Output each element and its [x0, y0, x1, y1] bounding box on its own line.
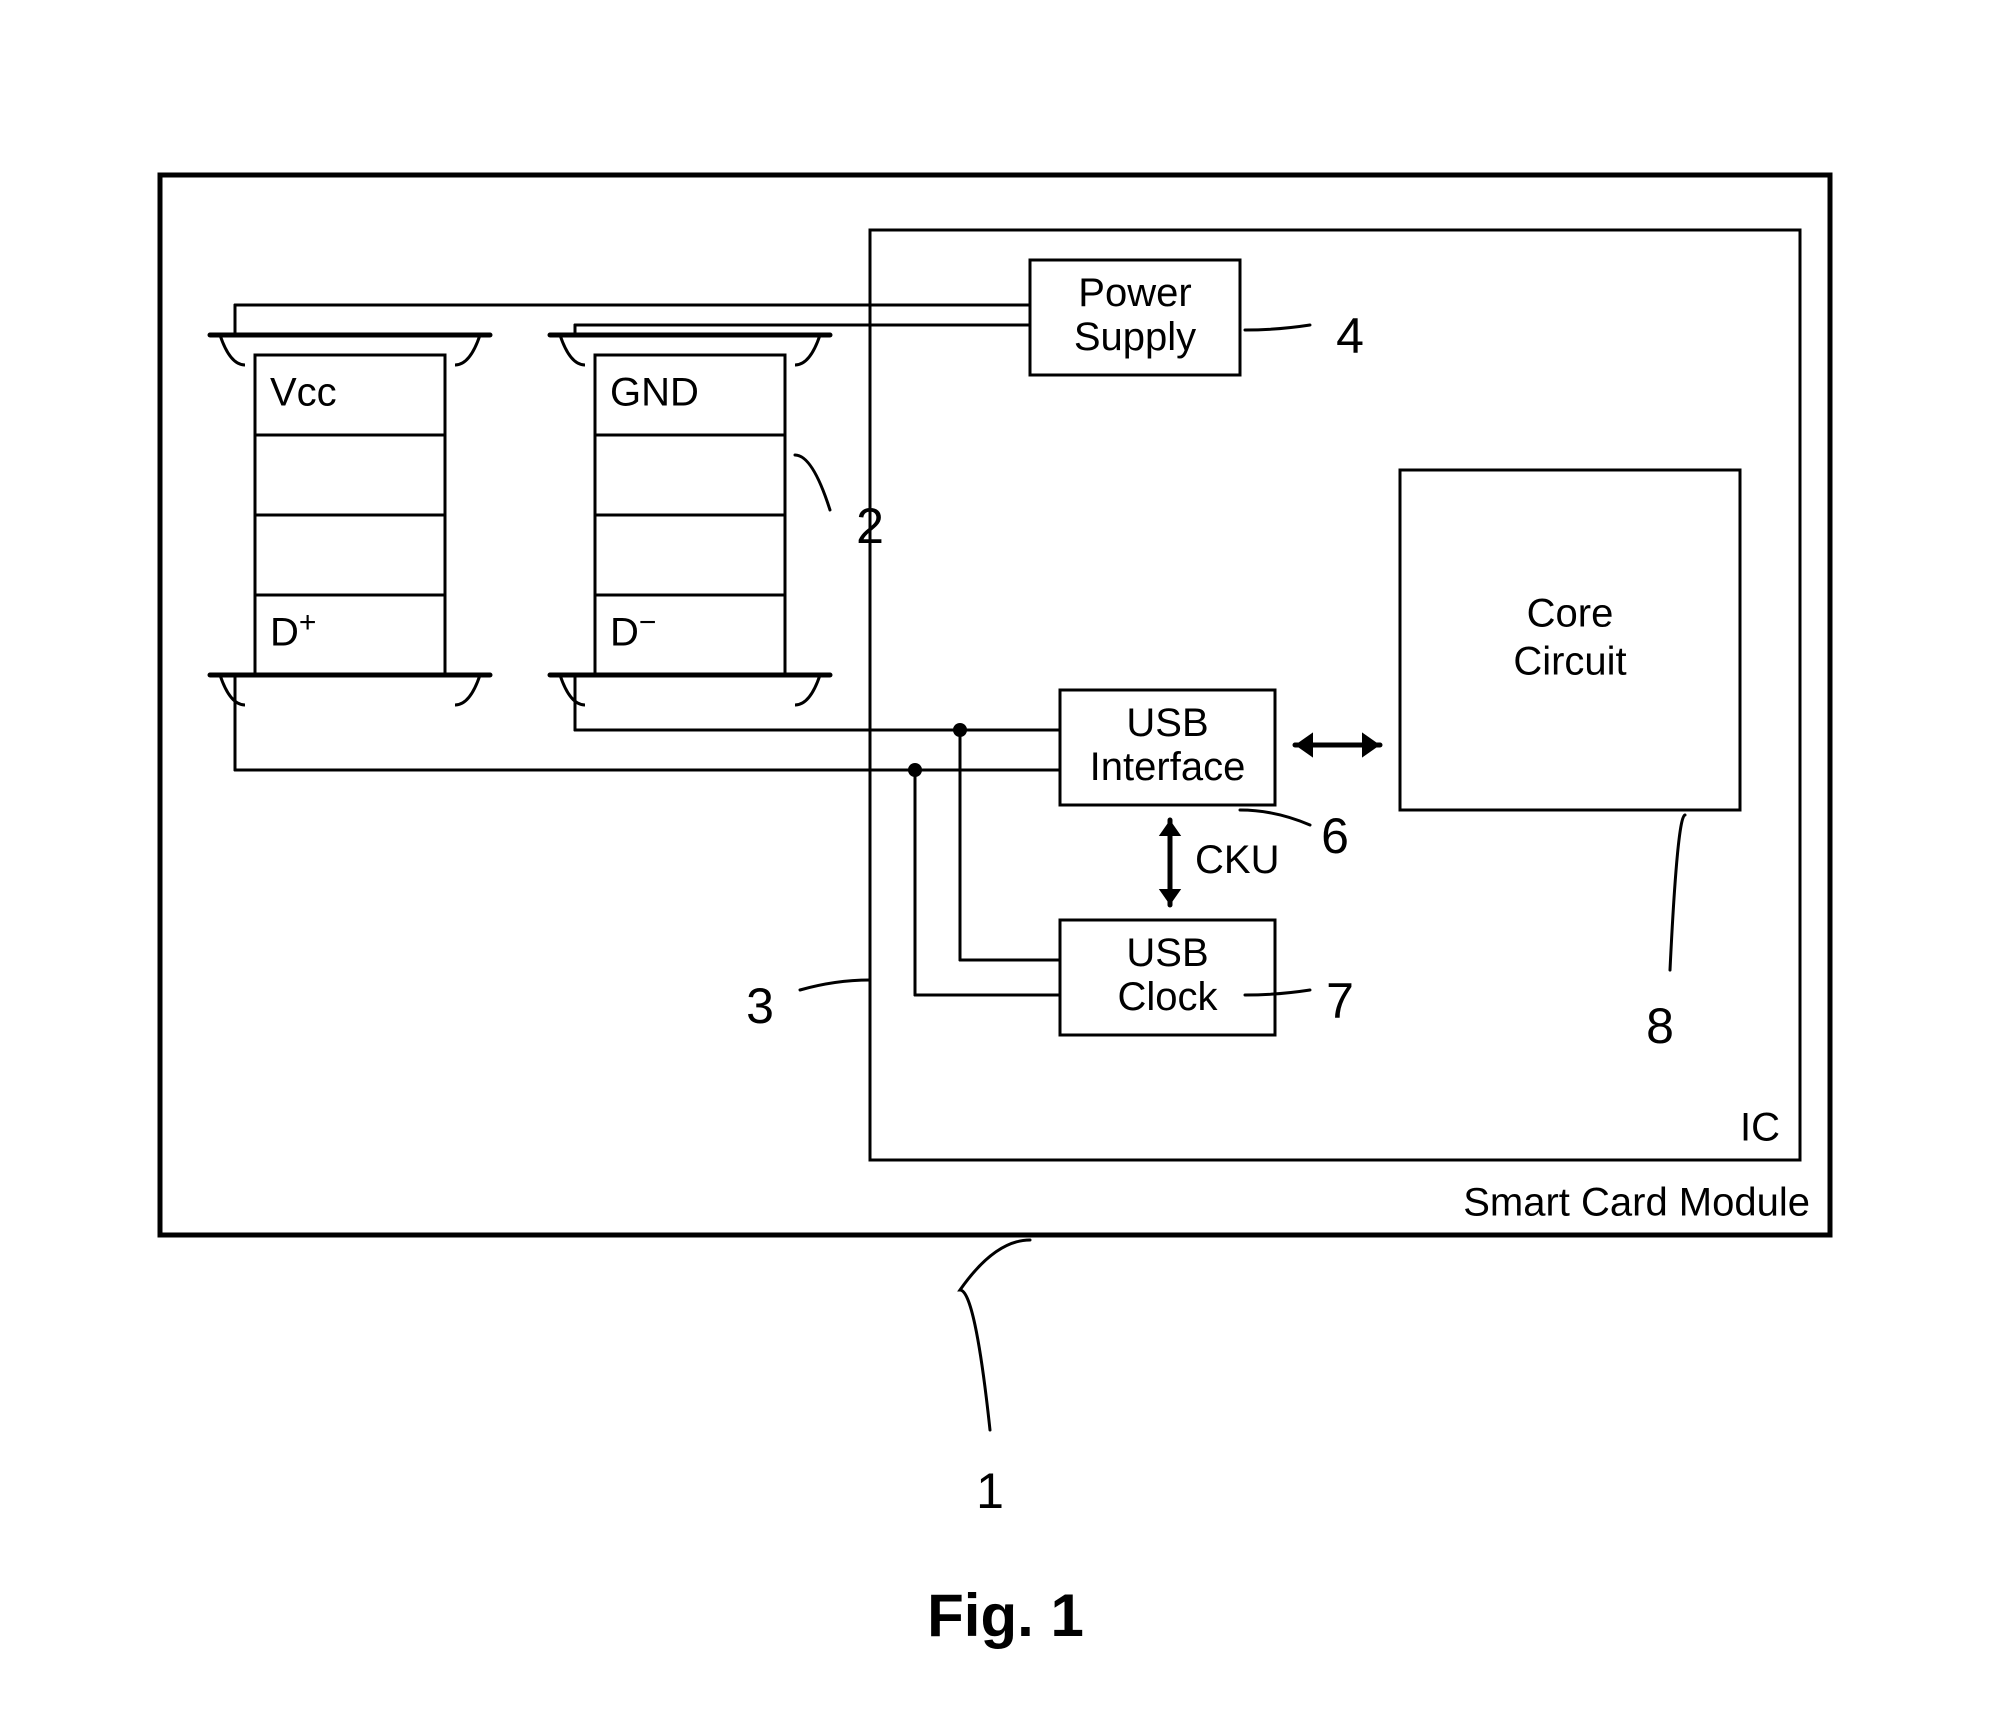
svg-text:Power: Power: [1078, 271, 1191, 315]
svg-text:Fig. 1: Fig. 1: [927, 1582, 1084, 1649]
svg-text:3: 3: [746, 978, 774, 1034]
svg-text:1: 1: [976, 1463, 1004, 1519]
svg-text:GND: GND: [610, 371, 699, 415]
svg-text:IC: IC: [1740, 1106, 1780, 1150]
svg-text:USB: USB: [1126, 701, 1208, 745]
svg-text:Supply: Supply: [1074, 315, 1196, 359]
svg-text:Vcc: Vcc: [270, 371, 337, 415]
svg-text:USB: USB: [1126, 931, 1208, 975]
svg-text:4: 4: [1336, 308, 1364, 364]
svg-text:Interface: Interface: [1090, 745, 1246, 789]
svg-text:Circuit: Circuit: [1513, 640, 1626, 684]
svg-text:Core: Core: [1527, 592, 1614, 636]
svg-text:6: 6: [1321, 808, 1349, 864]
svg-text:2: 2: [856, 498, 884, 554]
svg-text:CKU: CKU: [1195, 838, 1279, 882]
svg-text:Clock: Clock: [1117, 975, 1218, 1019]
svg-text:8: 8: [1646, 998, 1674, 1054]
svg-text:Smart Card Module: Smart Card Module: [1463, 1181, 1810, 1225]
svg-text:7: 7: [1326, 973, 1354, 1029]
